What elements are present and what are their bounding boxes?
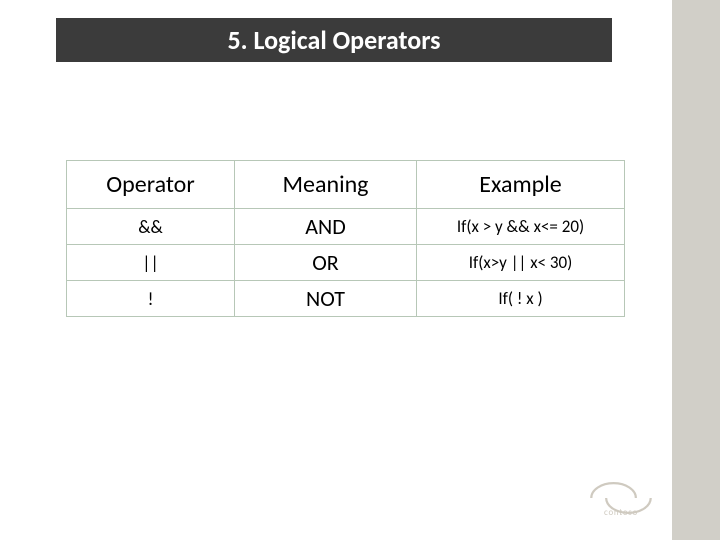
cell-example: If( ! x ) [417,281,625,317]
col-header-example: Example [417,161,625,209]
logical-operators-table: Operator Meaning Example && AND If(x > y… [66,160,625,317]
slide-title: 5. Logical Operators [227,24,440,56]
cell-example: If(x > y && x<= 20) [417,209,625,245]
slide-title-bar: 5. Logical Operators [56,18,612,62]
cell-operator: && [67,209,235,245]
cell-meaning: AND [235,209,417,245]
contoso-logo-icon: contoso [582,472,660,524]
col-header-operator: Operator [67,161,235,209]
cell-operator: || [67,245,235,281]
cell-operator: ! [67,281,235,317]
right-accent-strip [672,0,720,540]
logo-text: contoso [604,508,638,518]
cell-example: If(x>y || x< 30) [417,245,625,281]
table-row: ! NOT If( ! x ) [67,281,625,317]
cell-meaning: NOT [235,281,417,317]
table-row: && AND If(x > y && x<= 20) [67,209,625,245]
table-row: || OR If(x>y || x< 30) [67,245,625,281]
col-header-meaning: Meaning [235,161,417,209]
cell-meaning: OR [235,245,417,281]
table-header-row: Operator Meaning Example [67,161,625,209]
